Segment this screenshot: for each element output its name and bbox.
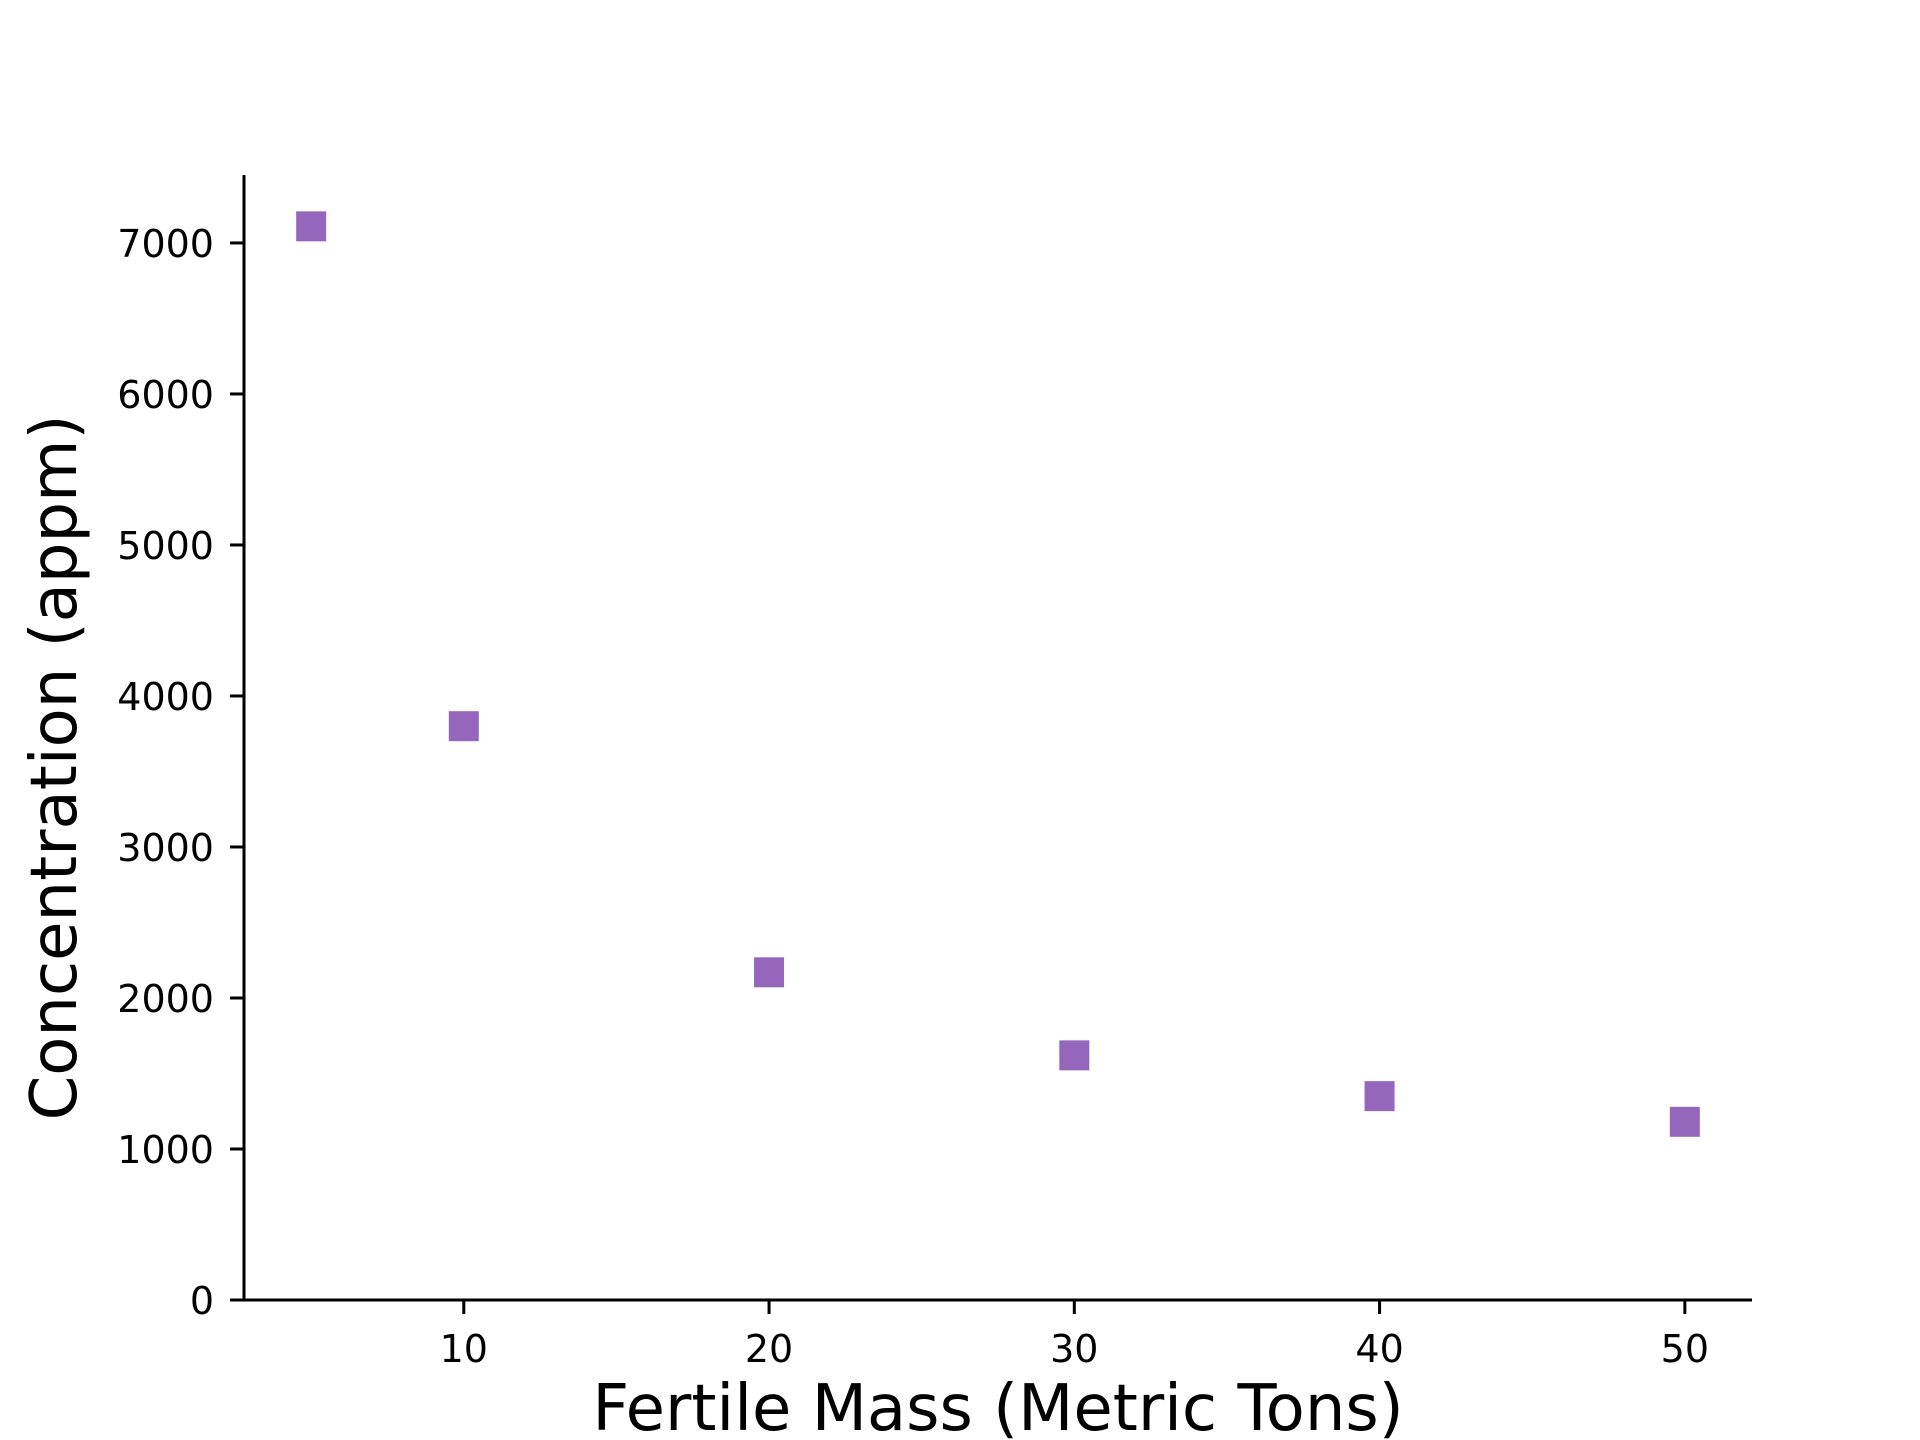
data-point (1364, 1081, 1395, 1112)
x-axis-title: Fertile Mass (Metric Tons) (592, 1372, 1403, 1440)
x-tick-label: 50 (1661, 1327, 1709, 1371)
data-point (296, 211, 327, 242)
x-tick-label: 10 (440, 1327, 488, 1371)
y-tick-label: 4000 (117, 675, 214, 719)
y-tick-label: 6000 (117, 373, 214, 417)
y-tick-label: 1000 (117, 1128, 214, 1172)
y-tick-label: 0 (190, 1279, 214, 1323)
data-point (1059, 1040, 1090, 1071)
x-axis-ticks: 10 20 30 40 50 (440, 1300, 1709, 1371)
x-tick-label: 30 (1050, 1327, 1098, 1371)
y-tick-label: 3000 (117, 826, 214, 870)
data-point (754, 957, 785, 988)
y-tick-label: 5000 (117, 524, 214, 568)
x-tick-label: 40 (1355, 1327, 1403, 1371)
y-axis-title: Concentration (appm) (18, 415, 92, 1121)
x-tick-label: 20 (745, 1327, 793, 1371)
y-tick-label: 2000 (117, 977, 214, 1021)
data-point (1669, 1106, 1700, 1137)
y-axis-ticks: 0 1000 2000 3000 4000 5000 6000 7000 (117, 222, 244, 1323)
y-tick-label: 7000 (117, 222, 214, 266)
data-point (448, 711, 479, 742)
data-points (296, 211, 1700, 1137)
